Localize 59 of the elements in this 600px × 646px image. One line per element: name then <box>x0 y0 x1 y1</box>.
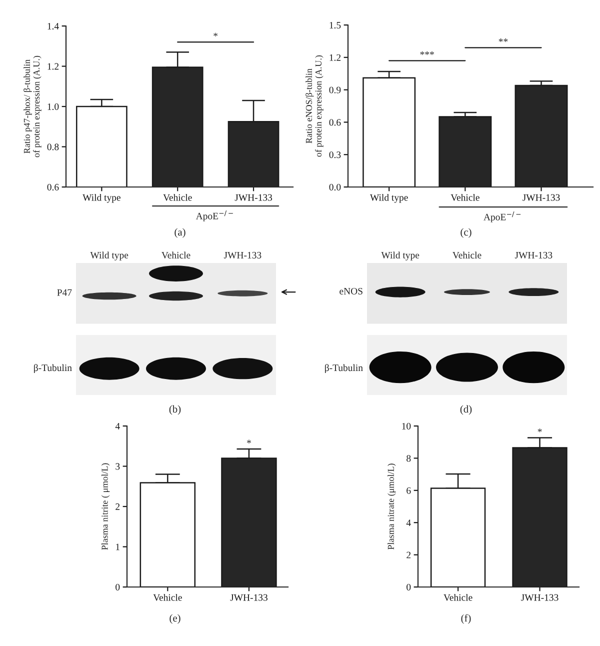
x-tick-label: JWH-133 <box>522 194 560 201</box>
text: β-Tubulin <box>34 364 72 374</box>
y-tick-label: 1.5 <box>330 22 341 29</box>
annotation: * <box>214 32 218 36</box>
y-tick-label: 10 <box>402 422 411 430</box>
category-label: Vehicle <box>162 252 190 258</box>
y-axis-title: Ratio p47-phox/ β-tubulin of protein expression (A.U.) <box>24 56 42 158</box>
y-tick-label: 3 <box>116 463 120 470</box>
text: β-Tubulin <box>325 364 363 374</box>
annotation: * <box>538 428 542 432</box>
y-axis-title: Ratio eNOS/β-tublin of protein expression (A.U.) <box>306 55 324 157</box>
x-tick-label: Vehicle <box>450 194 480 201</box>
text: (b) <box>169 405 181 415</box>
y-tick-label: 0.6 <box>47 184 59 191</box>
y-tick-label: 8 <box>406 455 411 462</box>
category-label: Wild type <box>381 252 420 260</box>
category-label: Vehicle <box>452 252 482 258</box>
x-tick-label: Vehicle <box>153 594 182 601</box>
category-label: JWH-133 <box>224 252 262 258</box>
text: (d) <box>460 405 472 415</box>
y-tick-label: 0.3 <box>329 152 341 158</box>
text: (a) <box>174 228 186 238</box>
y-axis-title: Plasma nitrite ( μmol/L) <box>101 463 110 550</box>
x-tick-label: Vehicle <box>163 194 192 201</box>
category-label: Wild type <box>90 252 128 260</box>
text: (f) <box>461 614 471 624</box>
text: ApoE$^{−/−}$ <box>196 210 233 222</box>
y-tick-label: 0.0 <box>329 184 341 191</box>
x-tick-label: Vehicle <box>444 594 472 601</box>
x-tick-label: Wild type <box>82 194 120 203</box>
y-tick-label: 4 <box>406 520 411 526</box>
y-tick-label: 0 <box>116 584 120 590</box>
y-tick-label: 0.6 <box>329 119 341 126</box>
y-tick-label: 2 <box>116 503 120 510</box>
y-tick-label: 1 <box>116 544 120 550</box>
text: eNOS <box>340 288 362 294</box>
y-tick-label: 0.9 <box>329 86 341 94</box>
y-axis-title: Plasma nitrate (μmol/L) <box>388 464 396 550</box>
y-tick-label: 2 <box>406 552 411 558</box>
annotation: ** <box>498 38 508 42</box>
category-label: JWH-133 <box>514 252 552 258</box>
x-tick-label: JWH-133 <box>234 194 272 201</box>
text: ApoE$^{−/−}$ <box>484 212 521 222</box>
y-tick-label: 0.8 <box>47 144 59 150</box>
x-tick-label: Wild type <box>370 194 408 203</box>
y-tick-label: 6 <box>406 487 411 494</box>
y-tick-label: 1.2 <box>330 54 341 61</box>
y-tick-label: 1.4 <box>48 22 59 30</box>
x-tick-label: JWH-133 <box>230 594 268 601</box>
y-tick-label: 4 <box>115 422 120 430</box>
annotation: * <box>247 440 251 444</box>
y-tick-label: 0 <box>406 584 411 590</box>
x-tick-label: JWH-133 <box>521 594 558 601</box>
y-tick-label: 1.2 <box>48 63 59 70</box>
annotation: *** <box>420 51 434 55</box>
y-tick-label: 1.0 <box>48 103 59 110</box>
text: (c) <box>460 228 472 238</box>
text: P47 <box>57 289 72 296</box>
text: (e) <box>170 614 180 624</box>
